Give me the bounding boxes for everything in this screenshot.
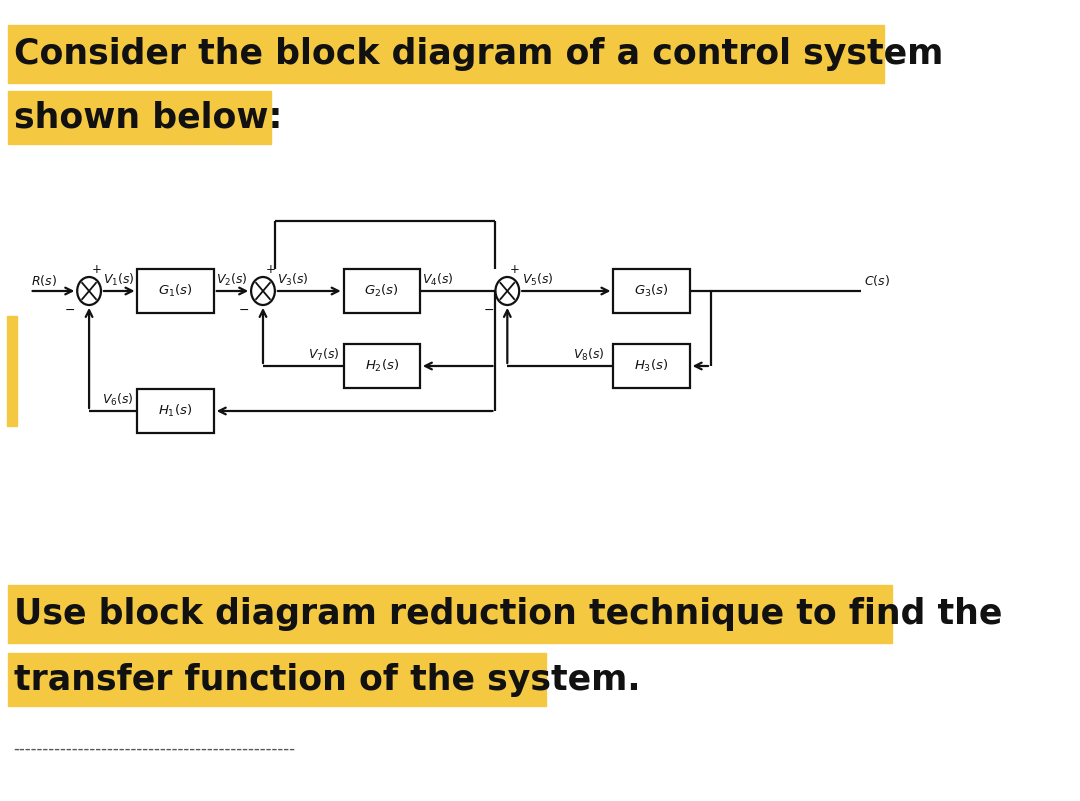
Text: $V_8(s)$: $V_8(s)$ [572,347,605,363]
Text: $-$: $-$ [483,303,494,316]
Text: transfer function of the system.: transfer function of the system. [14,663,640,697]
Circle shape [77,277,100,305]
Text: $+$: $+$ [509,263,519,276]
Text: $C(s)$: $C(s)$ [864,273,890,288]
Text: $H_3(s)$: $H_3(s)$ [634,358,669,374]
Text: $+$: $+$ [91,263,102,276]
Text: ------------------------------------------------: ----------------------------------------… [14,740,296,758]
Circle shape [252,277,275,305]
Bar [137,389,214,433]
Text: $V_3(s)$: $V_3(s)$ [278,272,309,288]
Text: $H_1(s)$: $H_1(s)$ [159,403,192,419]
Bar [9,653,546,706]
Bar [9,91,271,144]
Text: $-$: $-$ [239,303,249,316]
Bar [9,585,892,643]
Text: $G_1(s)$: $G_1(s)$ [159,283,193,299]
Bar [343,269,420,313]
Bar [613,269,690,313]
Text: $V_2(s)$: $V_2(s)$ [216,272,248,288]
Text: $R(s)$: $R(s)$ [31,273,57,288]
Text: $G_3(s)$: $G_3(s)$ [634,283,669,299]
Text: $V_7(s)$: $V_7(s)$ [308,347,339,363]
Text: $H_2(s)$: $H_2(s)$ [365,358,399,374]
Circle shape [496,277,519,305]
Bar [6,316,17,426]
Text: $V_5(s)$: $V_5(s)$ [522,272,553,288]
Text: shown below:: shown below: [14,101,282,135]
Text: $+$: $+$ [265,263,275,276]
Text: Consider the block diagram of a control system: Consider the block diagram of a control … [14,37,943,71]
Text: $V_4(s)$: $V_4(s)$ [422,272,455,288]
Bar [613,344,690,388]
Text: $V_1(s)$: $V_1(s)$ [104,272,135,288]
Bar [9,25,885,83]
Text: $V_6(s)$: $V_6(s)$ [102,392,134,408]
Text: $-$: $-$ [65,303,76,316]
Text: $G_2(s)$: $G_2(s)$ [364,283,399,299]
Bar [137,269,214,313]
Text: Use block diagram reduction technique to find the: Use block diagram reduction technique to… [14,597,1002,631]
Bar [343,344,420,388]
